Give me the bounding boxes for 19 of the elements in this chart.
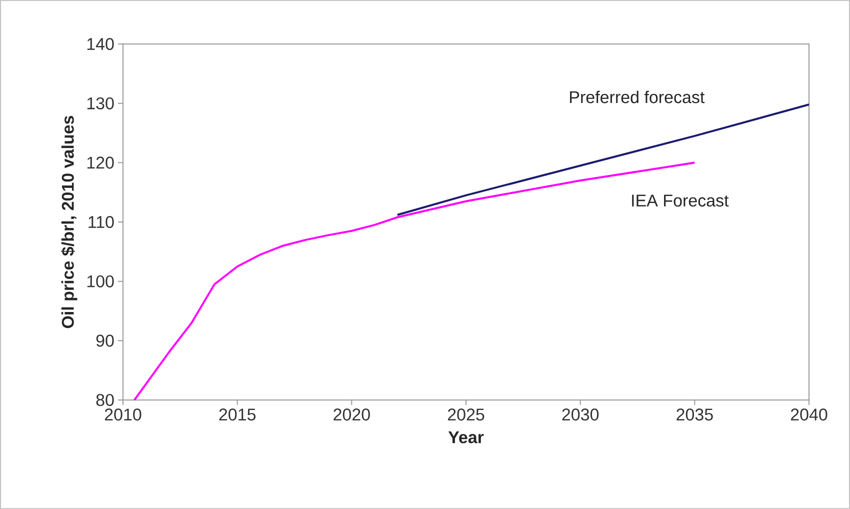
y-tick-label: 110 bbox=[88, 216, 114, 228]
y-tick-label: 140 bbox=[87, 38, 114, 50]
x-tick-label: 2040 bbox=[790, 408, 828, 421]
x-axis-title: Year bbox=[448, 431, 484, 444]
series-label: IEA Forecast bbox=[632, 194, 729, 207]
y-tick-label: 130 bbox=[87, 97, 114, 110]
x-tick-label: 2020 bbox=[334, 408, 370, 421]
x-tick-label: 2035 bbox=[676, 408, 713, 421]
y-tick-label: 90 bbox=[96, 334, 114, 347]
y-tick-label: 80 bbox=[96, 394, 114, 406]
series-label: Preferred forecast bbox=[570, 90, 705, 104]
y-axis-title: Oil price $/brl, 2010 values bbox=[61, 116, 78, 328]
y-tick-label: 100 bbox=[87, 275, 114, 288]
x-tick-label: 2010 bbox=[104, 408, 142, 421]
y-tick-label: 120 bbox=[87, 156, 114, 169]
x-tick-label: 2025 bbox=[448, 408, 484, 421]
x-tick-label: 2015 bbox=[219, 408, 256, 421]
x-tick-label: 2030 bbox=[562, 408, 599, 421]
line-series bbox=[396, 104, 810, 216]
